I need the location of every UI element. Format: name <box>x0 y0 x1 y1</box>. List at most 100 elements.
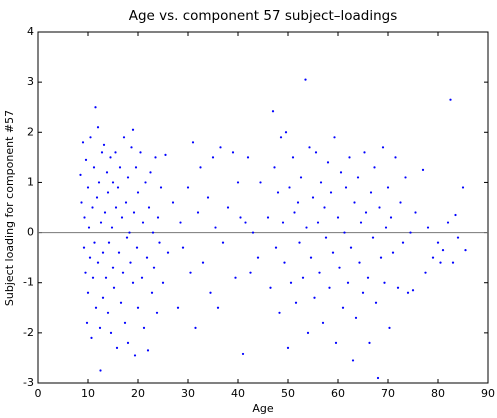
point <box>156 216 160 219</box>
point <box>246 156 250 159</box>
point <box>353 201 356 204</box>
point <box>294 301 298 304</box>
point <box>128 231 131 234</box>
point <box>147 206 151 209</box>
point <box>321 321 325 324</box>
point <box>431 256 435 259</box>
point <box>85 321 89 324</box>
point <box>101 296 105 299</box>
point <box>373 166 376 169</box>
point <box>449 98 452 101</box>
point <box>98 326 102 329</box>
y-axis-label: Subject loading for component #57 <box>3 110 16 306</box>
point <box>116 186 120 189</box>
point <box>221 241 225 244</box>
point <box>106 191 110 194</box>
y-tick-label: 0 <box>27 226 34 239</box>
point <box>211 156 215 159</box>
point <box>234 276 237 279</box>
point <box>334 341 338 344</box>
point <box>341 306 345 309</box>
point <box>159 186 163 189</box>
point <box>130 146 133 149</box>
point <box>318 271 321 274</box>
point <box>124 201 128 204</box>
point <box>86 186 90 189</box>
point <box>86 291 90 294</box>
point <box>91 206 94 209</box>
point <box>331 251 335 254</box>
point <box>379 256 383 259</box>
point <box>301 276 305 279</box>
point <box>344 186 348 189</box>
point <box>131 281 135 284</box>
point <box>134 166 138 169</box>
point <box>194 326 197 329</box>
point <box>164 153 167 156</box>
point <box>424 271 427 274</box>
point <box>94 106 97 109</box>
point <box>144 181 147 184</box>
point <box>304 78 307 81</box>
point <box>305 226 308 229</box>
point <box>123 321 127 324</box>
point <box>371 236 375 239</box>
point <box>401 241 405 244</box>
point <box>333 136 336 139</box>
point <box>136 191 140 194</box>
point <box>336 216 340 219</box>
point <box>251 231 255 234</box>
point <box>199 166 202 169</box>
point <box>131 128 135 131</box>
point <box>283 261 286 264</box>
point <box>296 201 300 204</box>
point <box>343 231 346 234</box>
point <box>158 241 161 244</box>
point <box>201 261 205 264</box>
point <box>411 289 415 292</box>
point <box>319 181 323 184</box>
point <box>244 221 247 224</box>
point <box>436 241 440 244</box>
point <box>79 173 82 177</box>
point <box>120 216 124 219</box>
point <box>100 151 104 154</box>
plot-area <box>37 31 489 384</box>
x-tick-label: 50 <box>281 387 295 400</box>
point <box>391 251 395 254</box>
point <box>216 306 220 309</box>
point <box>84 158 88 161</box>
point <box>102 143 106 146</box>
point <box>126 176 130 179</box>
point <box>324 236 328 239</box>
point <box>121 271 125 274</box>
point <box>451 261 455 264</box>
point <box>279 136 283 139</box>
point <box>94 306 98 309</box>
point <box>166 251 170 254</box>
point <box>374 301 378 304</box>
point <box>151 231 155 234</box>
point <box>354 316 358 319</box>
point <box>112 286 116 289</box>
point <box>150 291 154 294</box>
x-tick-label: 40 <box>231 387 245 400</box>
y-tick-label: -1 <box>23 276 34 289</box>
point <box>396 286 400 289</box>
point <box>313 296 316 299</box>
point <box>461 186 465 189</box>
point <box>231 151 235 154</box>
y-tick-label: 1 <box>27 175 34 188</box>
y-tick-label: 2 <box>27 125 34 138</box>
point <box>306 331 310 334</box>
point <box>338 266 341 269</box>
point <box>276 191 280 194</box>
point <box>132 211 136 214</box>
point <box>386 186 390 189</box>
point <box>107 241 111 244</box>
point <box>439 261 442 264</box>
point <box>381 146 385 149</box>
point <box>266 216 270 219</box>
point <box>122 136 126 139</box>
point <box>383 281 386 284</box>
